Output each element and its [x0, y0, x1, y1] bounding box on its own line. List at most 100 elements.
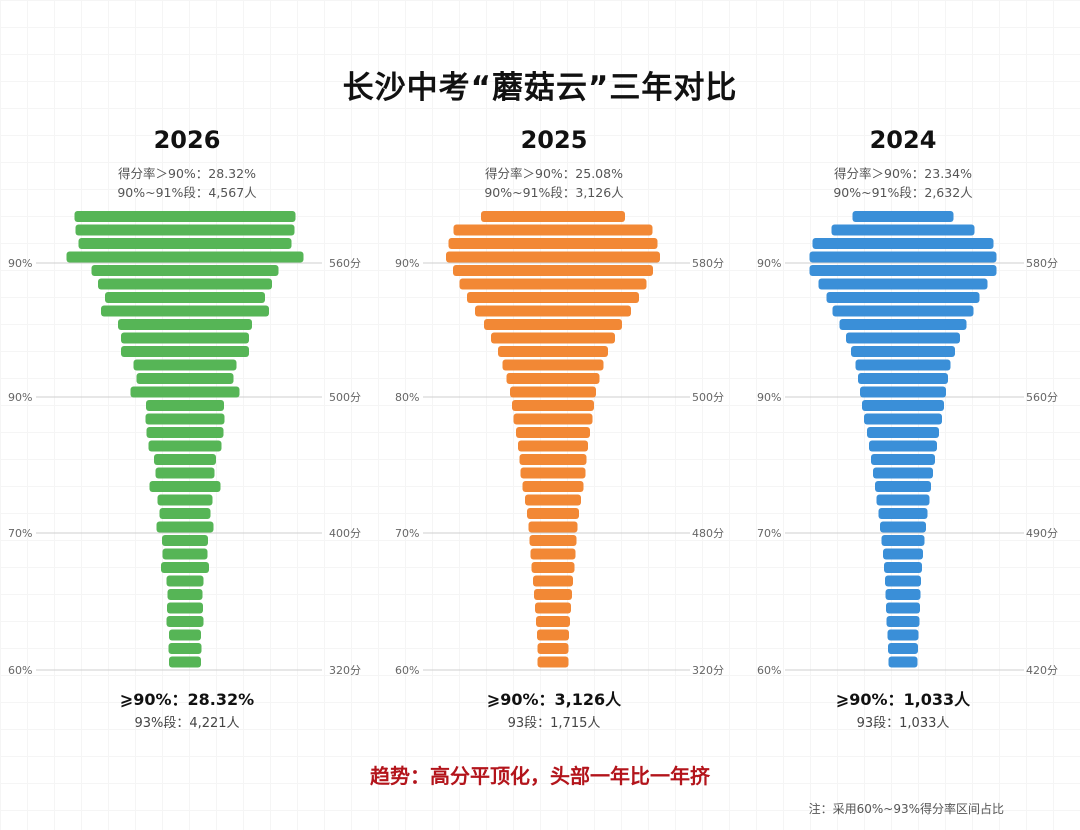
- bar: [851, 346, 955, 357]
- bar: [864, 413, 942, 425]
- bar: [467, 292, 639, 303]
- bar: [146, 400, 224, 411]
- bar: [446, 251, 660, 263]
- chart-2024: 90% 580分 90% 560分 70% 490分 60% 420分: [757, 211, 1058, 677]
- bar: [862, 400, 944, 411]
- bar: [512, 400, 594, 411]
- bar: [166, 575, 204, 587]
- chart-2025: 90% 580分 80% 500分 70% 480分 60% 320分: [395, 211, 724, 677]
- bar: [809, 265, 997, 276]
- bar: [533, 575, 573, 587]
- bar: [873, 467, 933, 479]
- bar: [885, 589, 921, 600]
- panel-2024-bottom-count: 93段：1,033人: [856, 716, 950, 731]
- panel-2024-count: 90%~91%段：2,632人: [833, 185, 973, 200]
- year-2025-heading: 2025: [520, 126, 588, 154]
- bar: [537, 656, 569, 668]
- bar: [146, 427, 224, 438]
- bar: [506, 373, 600, 384]
- bar: [118, 319, 252, 330]
- bar: [878, 508, 928, 519]
- bar: [475, 305, 631, 317]
- bar: [66, 251, 304, 263]
- trend-caption: 趋势：高分平顶化，头部一年比一年挤: [370, 764, 710, 788]
- bar: [886, 602, 920, 614]
- bar: [154, 454, 216, 465]
- bar: [168, 643, 202, 654]
- panel-2025-bottom-count: 93段：1,715人: [507, 716, 601, 731]
- bar: [169, 656, 201, 668]
- bar: [459, 278, 647, 290]
- bar: [881, 535, 925, 546]
- bar: [832, 305, 974, 317]
- bar: [162, 535, 208, 546]
- bar: [886, 616, 920, 627]
- right-tick-label: 320分: [329, 664, 361, 677]
- bar: [157, 494, 213, 506]
- bar: [149, 481, 221, 492]
- bar: [155, 467, 215, 479]
- bar: [809, 251, 997, 263]
- bar: [860, 386, 946, 398]
- right-tick-label: 480分: [692, 527, 724, 540]
- left-tick-label: 70%: [8, 527, 32, 540]
- bar: [831, 224, 975, 236]
- chart-2026: 90% 560分 90% 500分 70% 400分 60% 320分: [8, 211, 361, 677]
- bar: [826, 292, 980, 303]
- panel-2026-bottom-stat: ⩾90%：28.32%: [119, 690, 255, 709]
- bar: [133, 359, 237, 371]
- panel-2025-rate: 得分率＞90%：25.08%: [485, 166, 623, 181]
- bar: [869, 440, 937, 452]
- footnote: 注：采用60%~93%得分率区间占比: [808, 802, 1004, 816]
- bar: [535, 602, 571, 614]
- bar: [529, 535, 577, 546]
- bar: [98, 278, 272, 290]
- panel-2026-count: 90%~91%段：4,567人: [117, 185, 257, 200]
- bar: [518, 440, 588, 452]
- bar: [148, 440, 222, 452]
- bar: [884, 562, 922, 573]
- left-tick-label: 90%: [757, 257, 781, 270]
- bar: [161, 562, 209, 573]
- left-tick-label: 60%: [395, 664, 419, 677]
- bar: [498, 346, 608, 357]
- bar: [885, 575, 921, 587]
- bar: [121, 346, 249, 357]
- bar: [537, 643, 569, 654]
- bar: [534, 589, 572, 600]
- bar: [91, 265, 279, 276]
- bar: [453, 224, 653, 236]
- bar: [169, 629, 201, 641]
- right-tick-label: 560分: [1026, 391, 1058, 404]
- bar: [156, 521, 214, 533]
- bar: [522, 481, 584, 492]
- bar: [888, 643, 918, 654]
- bar: [839, 319, 967, 330]
- bar: [159, 508, 211, 519]
- left-tick-label: 90%: [757, 391, 781, 404]
- bar: [525, 494, 581, 506]
- bar: [846, 332, 960, 344]
- bar: [858, 373, 948, 384]
- left-tick-label: 90%: [395, 257, 419, 270]
- bar: [516, 427, 590, 438]
- bar: [481, 211, 625, 222]
- main-title: 长沙中考“蘑菇云”三年对比: [342, 70, 738, 106]
- bar: [448, 238, 658, 249]
- panel-2026-bottom-count: 93%段：4,221人: [134, 716, 240, 731]
- bar: [166, 616, 204, 627]
- left-tick-label: 60%: [757, 664, 781, 677]
- bar: [818, 278, 988, 290]
- bar: [513, 413, 593, 425]
- panel-2025-count: 90%~91%段：3,126人: [484, 185, 624, 200]
- bar: [502, 359, 604, 371]
- right-tick-label: 320分: [692, 664, 724, 677]
- bar: [530, 548, 576, 560]
- right-tick-label: 400分: [329, 527, 361, 540]
- bar: [145, 413, 225, 425]
- bar: [852, 211, 954, 222]
- year-2024-heading: 2024: [869, 126, 937, 154]
- bar: [130, 386, 240, 398]
- bar: [491, 332, 615, 344]
